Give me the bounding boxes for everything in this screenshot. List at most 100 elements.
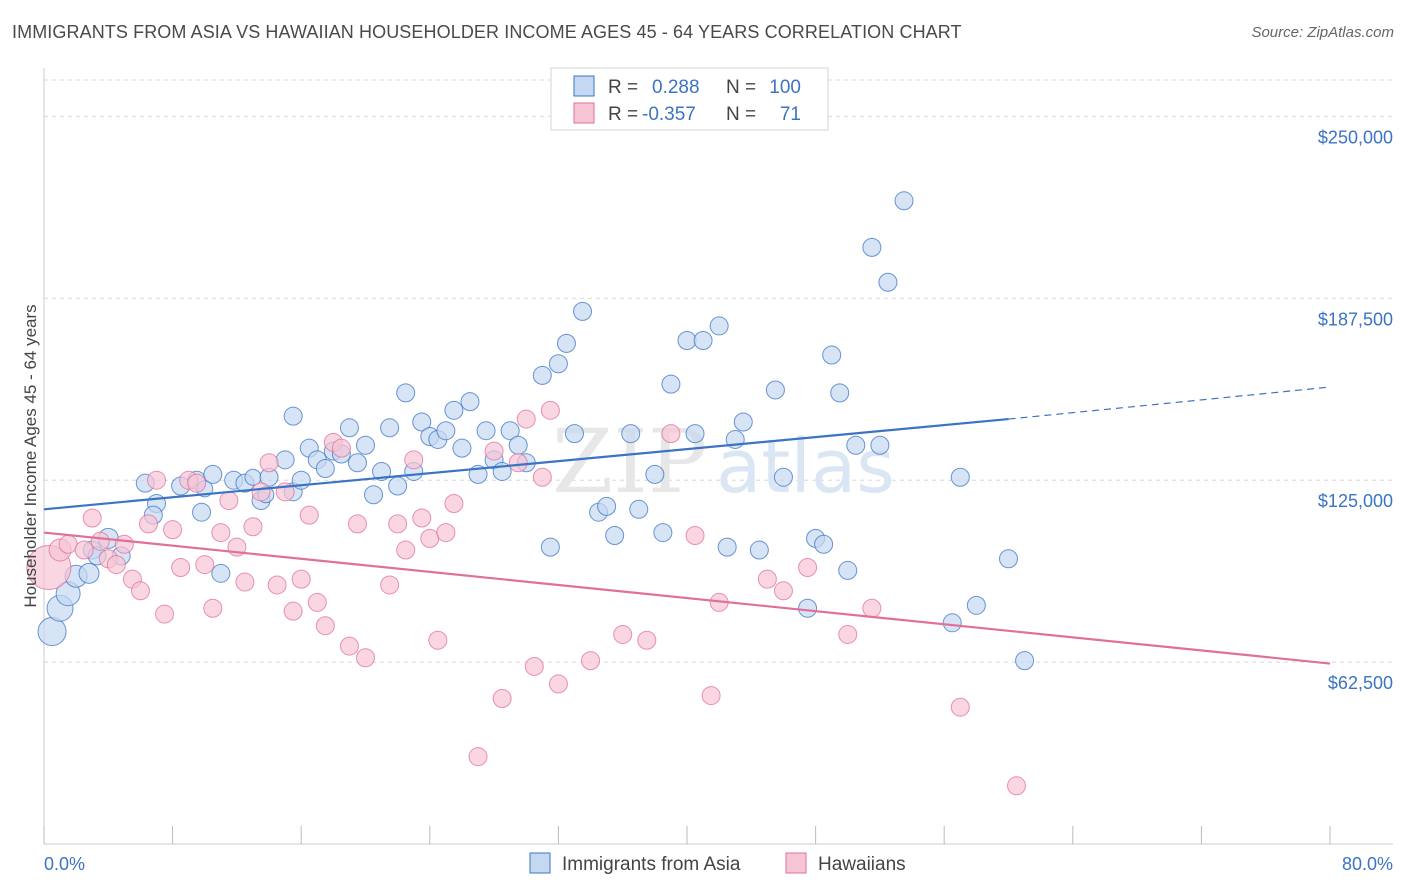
hawaiian-point [484, 441, 504, 461]
asia-point [275, 450, 295, 470]
asia-point [597, 496, 617, 516]
hawaiian-point [540, 400, 560, 420]
asia-point [846, 435, 866, 455]
y-tick-label: $125,000 [1318, 491, 1393, 511]
hawaiian-point [331, 438, 351, 458]
y-tick-label: $62,500 [1328, 673, 1393, 693]
asia-point [78, 562, 100, 584]
hawaiian-point [581, 651, 601, 671]
stats-legend: R = 0.288 N = 100 R = -0.357 N = 71 [550, 67, 829, 131]
hawaiian-point [58, 534, 78, 554]
hawaiian-point [195, 555, 215, 575]
asia-point [476, 421, 496, 441]
asia-point [1015, 651, 1035, 671]
hawaiian-point [661, 424, 681, 444]
asia-point [444, 400, 464, 420]
asia-point [749, 540, 769, 560]
legend-swatch-asia [573, 75, 595, 97]
legend-n-label-hawaiian: N = [726, 104, 756, 125]
asia-point [548, 354, 568, 374]
hawaiian-point [404, 450, 424, 470]
legend-r-value-asia: 0.288 [652, 77, 700, 98]
asia-point [862, 237, 882, 257]
hawaiian-point [74, 540, 94, 560]
hawaiian-point [757, 569, 777, 589]
hawaiian-point [82, 508, 102, 528]
hawaiian-point [508, 453, 528, 473]
bottom-legend-label-asia: Immigrants from Asia [562, 854, 741, 875]
hawaiian-point [106, 555, 126, 575]
asia-point [822, 345, 842, 365]
hawaiian-point [203, 598, 223, 618]
hawaiian-point [524, 656, 544, 676]
asia-point [629, 499, 649, 519]
y-axis-label: Householder Income Ages 45 - 64 years [21, 304, 40, 607]
asia-point [830, 383, 850, 403]
hawaiian-point [356, 648, 375, 668]
asia-point [380, 418, 400, 438]
asia-point [500, 421, 520, 441]
asia-point [765, 380, 785, 400]
watermark: ZIP atlas [552, 410, 895, 513]
hawaiian-point [171, 558, 191, 578]
asia-trend-extension [1008, 386, 1331, 420]
asia-point [460, 392, 480, 412]
asia-point [556, 333, 576, 353]
asia-point [315, 459, 335, 479]
hawaiian-point [315, 616, 335, 636]
asia-point [685, 424, 705, 444]
hawaiian-point [444, 493, 464, 513]
asia-point [645, 464, 665, 484]
asia-point [950, 467, 970, 487]
hawaiian-point [90, 531, 110, 551]
hawaiian-point [114, 534, 134, 554]
asia-point [814, 534, 834, 554]
hawaiian-point [1007, 776, 1027, 796]
asia-point [733, 412, 753, 432]
asia-point [838, 560, 858, 580]
asia-point [37, 617, 67, 647]
hawaiian-point [532, 467, 552, 487]
hawaiian-point [243, 517, 263, 537]
asia-point [621, 424, 641, 444]
asia-point [347, 453, 367, 473]
asia-point [540, 537, 560, 557]
asia-point [396, 383, 416, 403]
asia-point [773, 467, 793, 487]
hawaiian-point [950, 697, 970, 717]
asia-point [388, 476, 408, 496]
y-tick-label: $187,500 [1318, 309, 1393, 329]
hawaiian-point [235, 572, 255, 592]
bottom-legend-label-hawaiian: Hawaiians [818, 854, 906, 875]
hawaiian-point [380, 575, 400, 595]
asia-point [192, 502, 212, 522]
asia-point [203, 464, 223, 484]
asia-point [356, 435, 375, 455]
hawaiian-point [211, 523, 231, 543]
hawaiian-point [412, 508, 432, 528]
hawaiian-point [613, 624, 633, 644]
legend-r-label-asia: R = [608, 77, 638, 98]
hawaiian-point [420, 528, 440, 548]
hawaiian-point [147, 470, 167, 490]
hawaiian-point [130, 581, 150, 601]
legend-r-value-hawaiian: -0.357 [642, 104, 696, 125]
asia-point [894, 191, 914, 211]
asia-point [653, 523, 673, 543]
asia-point [605, 525, 625, 545]
asia-point [661, 374, 681, 394]
asia-point [798, 598, 818, 618]
hawaiian-trend-line [43, 531, 1331, 665]
asia-trend-line [43, 417, 1009, 511]
asia-point [999, 549, 1018, 569]
hawaiian-point [388, 514, 408, 534]
hawaiian-point [155, 604, 175, 624]
hawaiian-point [339, 636, 359, 656]
asia-point [508, 435, 528, 455]
hawaiian-point [267, 575, 287, 595]
hawaiian-point [299, 505, 319, 525]
x-axis-max-label: 80.0% [1342, 854, 1393, 874]
hawaiian-point [468, 747, 488, 767]
asia-point [966, 595, 986, 615]
